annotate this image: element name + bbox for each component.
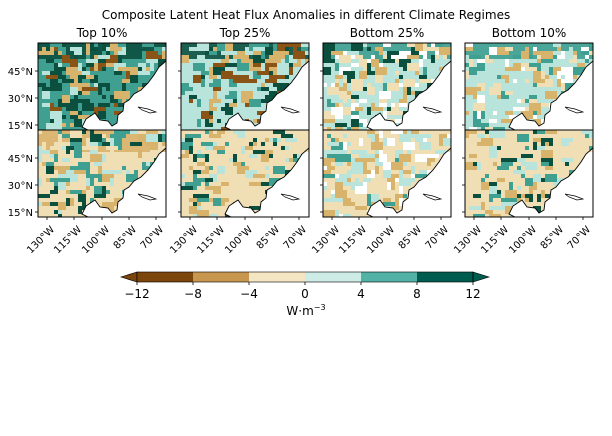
lat-tick-label: 30°N: [8, 94, 33, 105]
lat-tick-label: 45°N: [8, 67, 33, 78]
colorbar-tick-label: 8: [413, 287, 421, 301]
colorbar-tick-label: −8: [184, 287, 202, 301]
colorbar-bin: [249, 272, 305, 282]
colorbar-tick-label: 4: [357, 287, 365, 301]
colorbar-bin: [417, 272, 473, 282]
colorbar-extend-low: [119, 271, 138, 283]
lon-tick-label: 100°W: [80, 224, 112, 256]
lon-tick-label: 115°W: [195, 224, 227, 256]
colorbar-bin: [305, 272, 361, 282]
lon-tick-label: 85°W: [112, 224, 139, 251]
lon-tick-label: 130°W: [310, 224, 342, 256]
colorbar-bin: [137, 272, 193, 282]
lat-tick-label: 30°N: [8, 181, 33, 192]
lon-tick-label: 70°W: [282, 224, 309, 251]
colorbar-bin: [193, 272, 249, 282]
lon-tick-label: 100°W: [365, 224, 397, 256]
lon-tick-label: 130°W: [25, 224, 57, 256]
column-title-2: Top 25%: [219, 26, 271, 40]
column-title-4: Bottom 10%: [492, 26, 567, 40]
lon-tick-label: 70°W: [139, 224, 166, 251]
lon-tick-label: 85°W: [397, 224, 424, 251]
lat-tick-label: 45°N: [8, 154, 33, 165]
map-panel-r1-c3: [322, 42, 452, 131]
lon-tick-label: 130°W: [452, 224, 484, 256]
colorbar-tick-label: 12: [465, 287, 480, 301]
lat-tick-label: 15°N: [8, 208, 33, 219]
lat-tick-label: 15°N: [8, 121, 33, 132]
colorbar-bin: [361, 272, 417, 282]
colorbar-tick-label: 0: [301, 287, 309, 301]
map-panel-r2-c2: [180, 129, 310, 218]
colorbar-tick-label: −4: [240, 287, 258, 301]
lon-tick-label: 115°W: [479, 224, 511, 256]
lon-tick-label: 115°W: [52, 224, 84, 256]
lon-tick-label: 85°W: [539, 224, 566, 251]
lon-tick-label: 115°W: [337, 224, 369, 256]
figure-title: Composite Latent Heat Flux Anomalies in …: [102, 8, 510, 22]
lon-tick-label: 70°W: [424, 224, 451, 251]
map-panel-r2-c4: [464, 129, 594, 218]
colorbar-label: W·m−3: [286, 303, 325, 318]
map-panel-r1-c4: [464, 42, 594, 131]
map-panel-r1-c1: [37, 42, 167, 131]
lon-tick-label: 130°W: [168, 224, 200, 256]
lon-tick-label: 70°W: [566, 224, 593, 251]
column-title-1: Top 10%: [76, 26, 128, 40]
lon-tick-label: 85°W: [255, 224, 282, 251]
colorbar-tick-label: −12: [124, 287, 149, 301]
lon-tick-label: 100°W: [507, 224, 539, 256]
map-panel-r2-c3: [322, 129, 452, 218]
colorbar-extend-high: [472, 271, 491, 283]
lon-tick-label: 100°W: [223, 224, 255, 256]
map-panel-r2-c1: [37, 129, 167, 218]
column-title-3: Bottom 25%: [350, 26, 425, 40]
map-grid: Top 10% 45°N 30°N 15°N Top 25% Bottom 25% Bott…: [8, 26, 594, 256]
colorbar: −12 −8 −4 0 4 8 12: [119, 271, 491, 301]
map-panel-r1-c2: [180, 42, 310, 131]
